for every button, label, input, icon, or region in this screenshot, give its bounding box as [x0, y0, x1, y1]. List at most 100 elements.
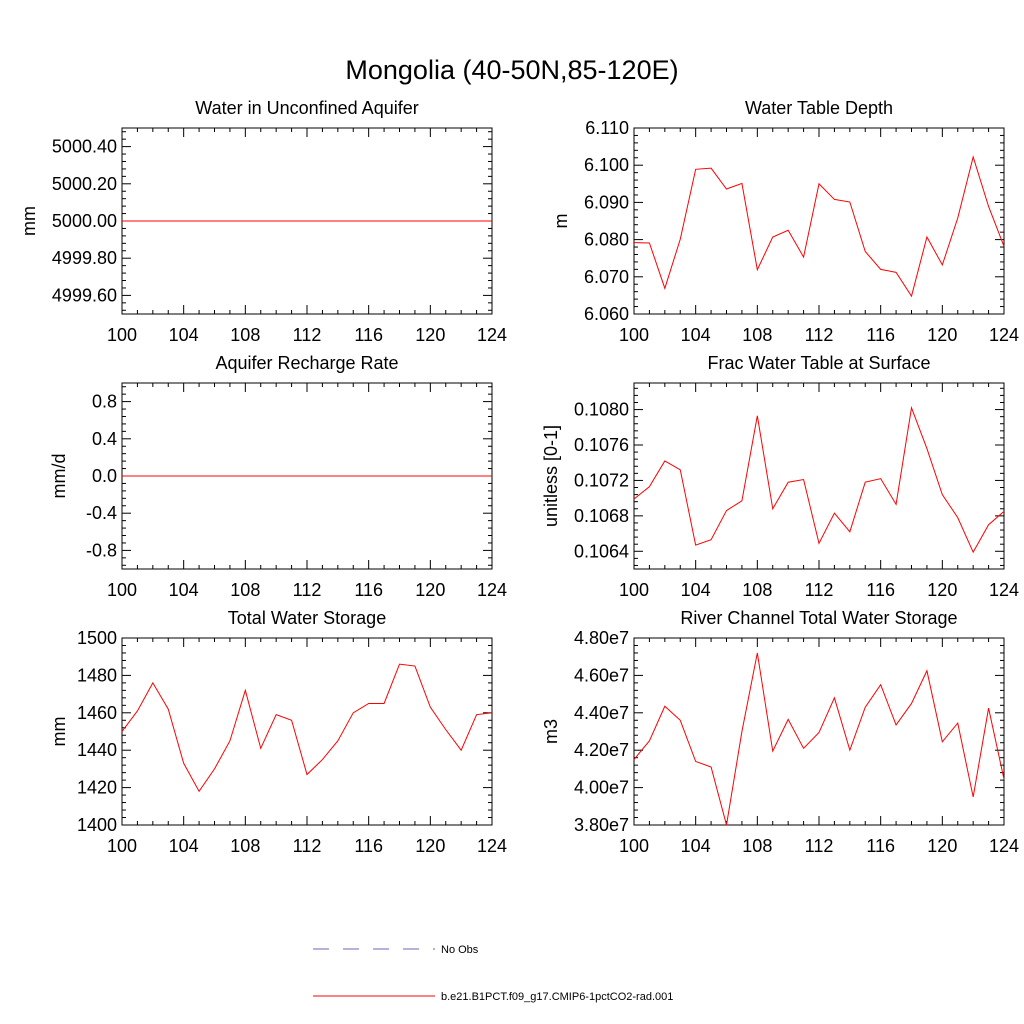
panel-3-y-tick-label: 0.1076 — [574, 435, 629, 455]
panel-4-y-tick-label: 1420 — [77, 778, 117, 798]
panel-1-title: Water Table Depth — [745, 98, 893, 118]
panel-3-title: Frac Water Table at Surface — [707, 353, 930, 373]
panel-1-y-tick-label: 6.060 — [584, 304, 629, 324]
panel-0-x-tick-label: 100 — [107, 325, 137, 345]
panel-4-x-tick-label: 116 — [354, 836, 383, 856]
panel-2-x-tick-label: 112 — [293, 580, 322, 600]
figure-title: Mongolia (40-50N,85-120E) — [345, 55, 678, 85]
legend-item-no-obs: No Obs — [313, 944, 479, 956]
panel-0-y-tick-label: 5000.00 — [52, 211, 117, 231]
legend-item-model-run: b.e21.B1PCT.f09_g17.CMIP6-1pctCO2-rad.00… — [313, 991, 673, 1003]
panel-5-x-tick-label: 104 — [681, 836, 711, 856]
panel-5-x-tick-label: 100 — [619, 836, 649, 856]
panel-1-y-tick-label: 6.090 — [584, 192, 629, 212]
panel-1-x-tick-label: 100 — [619, 325, 649, 345]
panel-1-x-tick-label: 116 — [866, 325, 895, 345]
panel-4-y-tick-label: 1460 — [77, 703, 117, 723]
panel-3-y-tick-label: 0.1072 — [574, 470, 629, 490]
legend: No Obs b.e21.B1PCT.f09_g17.CMIP6-1pctCO2… — [313, 944, 673, 1003]
panel-2-y-tick-label: -0.8 — [86, 540, 117, 560]
panel-5-title: River Channel Total Water Storage — [680, 608, 957, 628]
panel-4-y-tick-label: 1400 — [77, 815, 117, 835]
panel-0-x-tick-label: 112 — [293, 325, 322, 345]
panel-4-x-tick-label: 108 — [230, 836, 260, 856]
panel-2: Aquifer Recharge Rate 100 104 108 112 116 120 1… — [49, 353, 507, 600]
panels: Water in Unconfined Aquifer 100 104 108 112 1… — [19, 98, 1019, 856]
panel-2-x-tick-label: 116 — [354, 580, 383, 600]
panel-4-x-tick-label: 100 — [107, 836, 137, 856]
panel-3-x-tick-label: 116 — [866, 580, 895, 600]
panel-4-x-tick-label: 120 — [415, 836, 445, 856]
panel-3-y-axis-label: unitless [0-1] — [541, 425, 561, 527]
panel-3-x-tick-label: 100 — [619, 580, 649, 600]
panel-1-y-tick-label: 6.100 — [584, 155, 629, 175]
panel-0-x-tick-label: 104 — [169, 325, 199, 345]
panel-4-y-axis-label: mm — [49, 717, 69, 747]
panel-4-x-tick-label: 104 — [169, 836, 199, 856]
panel-4-y-tick-label: 1500 — [77, 628, 117, 648]
panel-2-y-tick-label: 0.0 — [92, 466, 117, 486]
panel-0-x-tick-label: 108 — [230, 325, 260, 345]
panel-3: Frac Water Table at Surface 100 104 108 112 1… — [541, 353, 1019, 600]
panel-4-series-line-0 — [121, 663, 493, 793]
panel-1-x-tick-label: 104 — [681, 325, 711, 345]
panel-3-y-tick-label: 0.1068 — [574, 506, 629, 526]
panel-2-x-tick-label: 124 — [477, 580, 507, 600]
panel-5-x-tick-label: 116 — [866, 836, 895, 856]
panel-0-y-tick-label: 5000.20 — [52, 174, 117, 194]
panel-0-x-tick-label: 120 — [415, 325, 445, 345]
panel-2-y-axis-label: mm/d — [49, 454, 69, 499]
panel-0-x-tick-label: 116 — [354, 325, 383, 345]
panel-3-y-tick-label: 0.1080 — [574, 400, 629, 420]
panel-2-x-tick-label: 108 — [230, 580, 260, 600]
panel-0: Water in Unconfined Aquifer 100 104 108 112 1… — [19, 98, 507, 345]
panel-5-y-tick-label: 4.00e7 — [574, 778, 629, 798]
panel-1-series-line-0 — [633, 155, 1005, 298]
panel-3-plot-frame — [633, 382, 1005, 570]
panel-1-plot-frame — [633, 127, 1005, 315]
panel-0-y-tick-label: 5000.40 — [52, 137, 117, 157]
panel-2-y-tick-label: 0.4 — [92, 429, 117, 449]
panel-5-x-tick-label: 108 — [742, 836, 772, 856]
panel-3-series-line-0 — [633, 405, 1005, 554]
panel-5-y-tick-label: 4.40e7 — [574, 703, 629, 723]
panel-1-x-tick-label: 112 — [805, 325, 834, 345]
panel-2-title: Aquifer Recharge Rate — [215, 353, 398, 373]
panel-4-x-tick-label: 124 — [477, 836, 507, 856]
panel-5-x-tick-label: 124 — [989, 836, 1019, 856]
panel-1-y-tick-label: 6.070 — [584, 267, 629, 287]
panel-5-x-tick-label: 112 — [805, 836, 834, 856]
panel-5-y-tick-label: 3.80e7 — [574, 815, 629, 835]
panel-5-x-tick-label: 120 — [927, 836, 957, 856]
panel-3-x-tick-label: 104 — [681, 580, 711, 600]
panel-0-y-tick-label: 4999.80 — [52, 248, 117, 268]
panel-4-y-tick-label: 1440 — [77, 740, 117, 760]
panel-2-y-tick-label: 0.8 — [92, 392, 117, 412]
panel-1-x-tick-label: 124 — [989, 325, 1019, 345]
panel-4-x-tick-label: 112 — [293, 836, 322, 856]
legend-label-no-obs: No Obs — [441, 944, 479, 956]
panel-5: River Channel Total Water Storage 100 104 1… — [541, 608, 1019, 856]
panel-2-y-tick-label: -0.4 — [86, 503, 117, 523]
panel-1-x-tick-label: 108 — [742, 325, 772, 345]
panel-5-y-tick-label: 4.80e7 — [574, 628, 629, 648]
panel-0-y-tick-label: 4999.60 — [52, 285, 117, 305]
panel-3-x-tick-label: 108 — [742, 580, 772, 600]
panel-3-y-tick-label: 0.1064 — [574, 541, 629, 561]
panel-4-title: Total Water Storage — [228, 608, 386, 628]
panel-2-x-tick-label: 100 — [107, 580, 137, 600]
panel-5-y-tick-label: 4.60e7 — [574, 665, 629, 685]
panel-1-y-axis-label: m — [551, 214, 571, 229]
panel-1-x-tick-label: 120 — [927, 325, 957, 345]
panel-0-y-axis-label: mm — [19, 206, 39, 236]
panel-1-y-tick-label: 6.080 — [584, 230, 629, 250]
panel-4-plot-frame — [121, 637, 493, 826]
panel-5-series-line-0 — [633, 652, 1005, 826]
panel-5-y-axis-label: m3 — [541, 719, 561, 744]
panel-2-x-tick-label: 104 — [169, 580, 199, 600]
panel-3-x-tick-label: 112 — [805, 580, 834, 600]
panel-5-y-tick-label: 4.20e7 — [574, 740, 629, 760]
panel-2-x-tick-label: 120 — [415, 580, 445, 600]
panel-0-x-tick-label: 124 — [477, 325, 507, 345]
